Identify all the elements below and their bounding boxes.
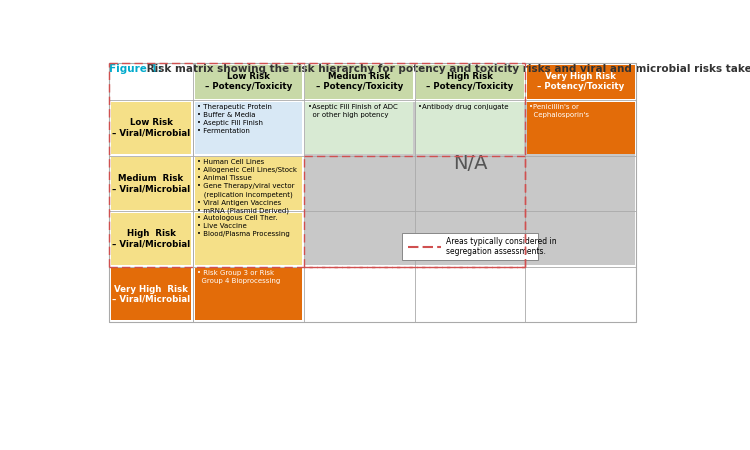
Text: • Autologous Cell Ther.
• Live Vaccine
• Blood/Plasma Processing: • Autologous Cell Ther. • Live Vaccine •… <box>196 215 290 237</box>
Text: • Human Cell Lines
• Allogeneic Cell Lines/Stock
• Animal Tissue
• Gene Therapy/: • Human Cell Lines • Allogeneic Cell Lin… <box>196 159 297 215</box>
Text: Risk matrix showing the risk hierarchy for potency and toxicity risks and viral : Risk matrix showing the risk hierarchy f… <box>143 64 750 74</box>
Text: High Risk
– Potency/Toxicity: High Risk – Potency/Toxicity <box>427 72 514 91</box>
FancyBboxPatch shape <box>194 157 302 210</box>
Text: Figure 1:: Figure 1: <box>110 64 162 74</box>
FancyBboxPatch shape <box>416 102 524 154</box>
Text: Low Risk
– Viral/Microbial: Low Risk – Viral/Microbial <box>112 118 190 138</box>
FancyBboxPatch shape <box>111 102 191 154</box>
Text: • Therapeutic Protein
• Buffer & Media
• Aseptic Fill Finish
• Fermentation: • Therapeutic Protein • Buffer & Media •… <box>196 104 272 134</box>
FancyBboxPatch shape <box>194 102 302 154</box>
Text: Medium Risk
– Potency/Toxicity: Medium Risk – Potency/Toxicity <box>316 72 403 91</box>
FancyBboxPatch shape <box>111 268 191 320</box>
Bar <box>110 63 636 322</box>
FancyBboxPatch shape <box>305 102 634 265</box>
Text: •Aseptic Fill Finish of ADC
  or other high potency: •Aseptic Fill Finish of ADC or other hig… <box>308 104 398 118</box>
FancyBboxPatch shape <box>305 65 413 99</box>
Text: Very High  Risk
– Viral/Microbial: Very High Risk – Viral/Microbial <box>112 284 190 304</box>
Text: Very High Risk
– Potency/Toxicity: Very High Risk – Potency/Toxicity <box>537 72 625 91</box>
FancyBboxPatch shape <box>111 212 191 265</box>
FancyBboxPatch shape <box>194 212 302 265</box>
FancyBboxPatch shape <box>416 65 524 99</box>
Text: Low Risk
– Potency/Toxicity: Low Risk – Potency/Toxicity <box>205 72 292 91</box>
FancyBboxPatch shape <box>194 268 302 320</box>
Text: •Penicillin's or
  Cephalosporin's: •Penicillin's or Cephalosporin's <box>530 104 590 118</box>
Text: Areas typically considered in
segregation assessments.: Areas typically considered in segregatio… <box>446 237 556 256</box>
FancyBboxPatch shape <box>527 102 634 154</box>
Text: High  Risk
– Viral/Microbial: High Risk – Viral/Microbial <box>112 229 190 248</box>
FancyBboxPatch shape <box>305 102 413 154</box>
Text: Medium  Risk
– Viral/Microbial: Medium Risk – Viral/Microbial <box>112 174 190 193</box>
FancyBboxPatch shape <box>194 65 302 99</box>
FancyBboxPatch shape <box>402 233 538 261</box>
Text: •Antibody drug conjugate: •Antibody drug conjugate <box>419 104 509 110</box>
FancyBboxPatch shape <box>111 157 191 210</box>
Text: N/A: N/A <box>453 154 488 173</box>
FancyBboxPatch shape <box>527 65 634 99</box>
Text: • Risk Group 3 or Risk
  Group 4 Bioprocessing: • Risk Group 3 or Risk Group 4 Bioproces… <box>196 270 280 284</box>
